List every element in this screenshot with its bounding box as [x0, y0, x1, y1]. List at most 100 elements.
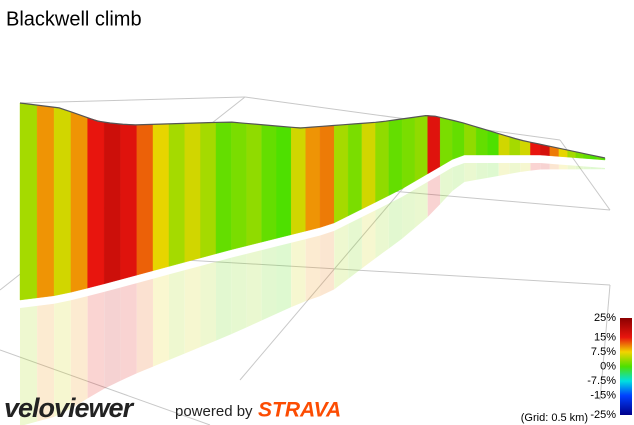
- gradient-reflection: [375, 203, 389, 259]
- gradient-reflection: [20, 305, 38, 425]
- gradient-reflection: [440, 167, 453, 205]
- gradient-segment: [427, 115, 441, 175]
- gradient-reflection: [305, 235, 321, 302]
- gradient-reflection: [549, 163, 559, 170]
- colorbar-tick-label: 15%: [594, 331, 616, 343]
- gradient-reflection: [487, 163, 499, 178]
- gradient-reflection: [136, 278, 153, 374]
- gradient-reflection: [184, 265, 201, 354]
- grid-line: [599, 284, 611, 401]
- gradient-segment: [276, 125, 292, 239]
- grid-line: [239, 179, 411, 381]
- profile-edge: [19, 102, 606, 159]
- powered-by: powered by: [175, 403, 253, 420]
- colorbar: [620, 318, 632, 415]
- gradient-reflection: [388, 196, 403, 249]
- gradient-reflection: [558, 164, 568, 170]
- gradient-reflection: [200, 261, 217, 347]
- colorbar-tick-label: -15%: [590, 390, 616, 402]
- gradient-segment: [305, 126, 321, 232]
- gradient-reflection: [168, 270, 185, 360]
- gradient-reflection: [261, 246, 277, 321]
- gradient-segment: [475, 126, 488, 156]
- gradient-reflection: [87, 291, 105, 399]
- gradient-reflection: [334, 223, 349, 290]
- gradient-segment: [290, 127, 306, 235]
- gradient-reflection: [583, 166, 591, 170]
- gradient-segment: [231, 121, 247, 250]
- gradient-reflection: [596, 167, 602, 170]
- gradient-reflection: [498, 163, 510, 176]
- gradient-reflection: [402, 189, 415, 239]
- gradient-segment: [261, 124, 277, 243]
- gradient-segment: [53, 106, 72, 296]
- gradient-reflection: [540, 163, 550, 170]
- gradient-reflection: [567, 165, 576, 170]
- gradient-reflection: [152, 274, 169, 367]
- gradient-reflection: [104, 287, 121, 389]
- grid-note: (Grid: 0.5 km): [521, 412, 588, 424]
- gradient-segment: [36, 104, 55, 299]
- grid-line: [19, 96, 246, 104]
- profile-reflection: [20, 163, 605, 425]
- partner: STRAVA: [258, 399, 341, 422]
- gradient-segment: [152, 123, 170, 271]
- gradient-segment: [401, 116, 416, 190]
- gradient-reflection: [231, 253, 247, 335]
- gradient-reflection: [520, 163, 531, 172]
- chart-title: Blackwell climb: [6, 8, 142, 30]
- gradient-reflection: [70, 296, 88, 409]
- gradient-segment: [168, 123, 186, 267]
- gradient-segment: [334, 124, 349, 224]
- gradient-reflection: [476, 163, 488, 180]
- gradient-reflection: [361, 210, 376, 269]
- gradient-reflection: [452, 163, 465, 191]
- colorbar-tick-label: 7.5%: [591, 346, 616, 358]
- gradient-segment: [347, 123, 363, 217]
- gradient-segment: [184, 122, 201, 263]
- gradient-reflection: [427, 174, 441, 217]
- gradient-segment: [246, 123, 262, 247]
- gradient-segment: [414, 115, 428, 182]
- grid-line: [379, 189, 611, 211]
- gradient-segment: [464, 123, 477, 156]
- colorbar-tick-label: -7.5%: [587, 375, 616, 387]
- gradient-segment: [487, 130, 499, 156]
- gradient-segment: [452, 119, 465, 160]
- brand: veloviewer: [4, 393, 135, 423]
- gradient-reflection: [246, 250, 262, 328]
- gradient-reflection: [601, 167, 605, 170]
- gradient-reflection: [291, 239, 306, 308]
- gradient-segment: [375, 120, 390, 203]
- gradient-reflection: [414, 181, 428, 228]
- gradient-reflection: [120, 283, 137, 381]
- gradient-reflection: [509, 163, 521, 174]
- gradient-segment: [103, 122, 121, 285]
- gradient-segment: [319, 125, 335, 228]
- gradient-segment: [439, 117, 453, 167]
- gradient-reflection: [530, 163, 541, 171]
- gradient-segment: [19, 102, 38, 301]
- gradient-reflection: [590, 166, 597, 170]
- gradient-reflection: [216, 257, 232, 341]
- gradient-segment: [120, 123, 138, 280]
- gradient-segment: [70, 111, 88, 293]
- gradient-segment: [361, 122, 376, 210]
- colorbar-tick-label: 25%: [594, 312, 616, 324]
- gradient-reflection: [276, 242, 292, 314]
- colorbar-tick-label: -25%: [590, 409, 616, 421]
- profile-wall: [19, 102, 606, 301]
- gradient-segment: [215, 121, 232, 255]
- colorbar-tick-label: 0%: [600, 360, 616, 372]
- gradient-reflection: [464, 163, 477, 183]
- gradient-segment: [136, 124, 154, 276]
- gradient-reflection: [348, 217, 362, 279]
- grid-line: [0, 349, 211, 425]
- gradient-reflection: [37, 303, 55, 422]
- gradient-segment: [87, 117, 105, 289]
- gradient-segment: [200, 122, 217, 259]
- gradient-reflection: [320, 230, 335, 297]
- gradient-reflection: [54, 300, 71, 417]
